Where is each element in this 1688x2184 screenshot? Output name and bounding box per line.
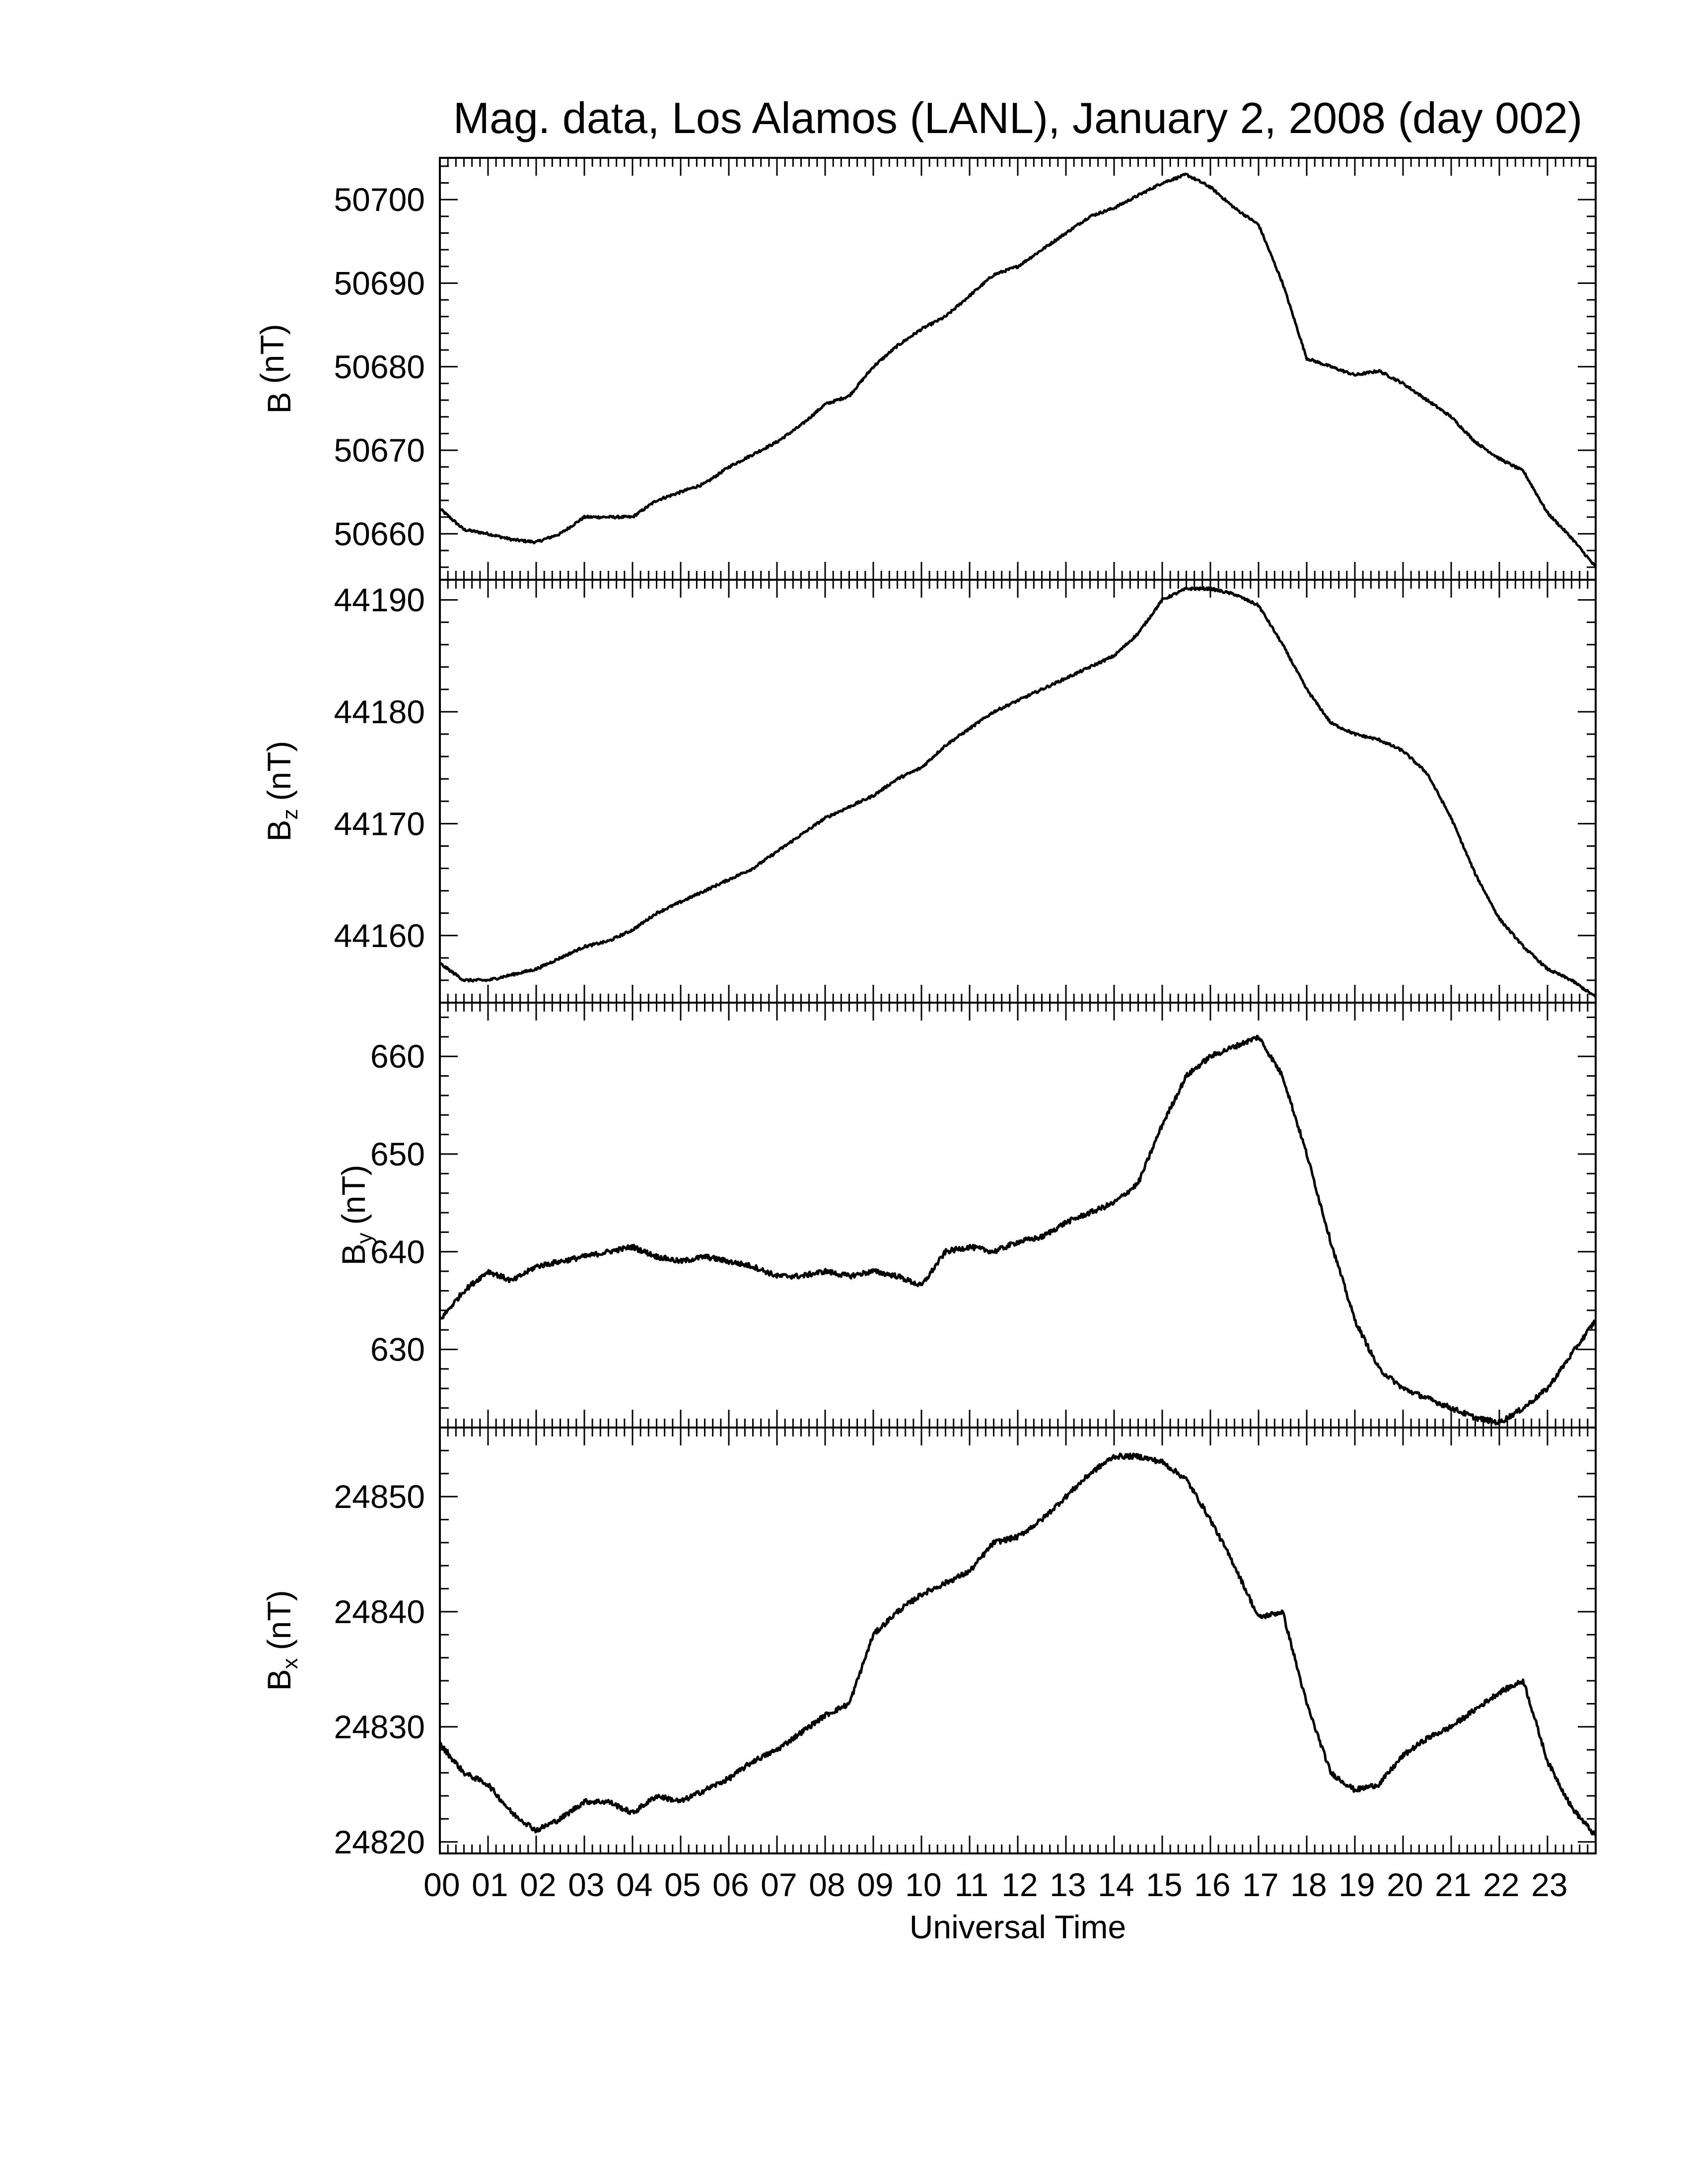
y-axis-label: Bx (nT): [261, 1590, 302, 1691]
panel-ticks: [439, 1003, 1597, 1429]
y-tick-label: 44190: [334, 582, 425, 618]
y-tick-label: 44170: [334, 805, 425, 842]
x-tick-label: 23: [1531, 1866, 1567, 1903]
y-axis-label: B (nT): [254, 324, 297, 413]
y-tick-label: 50670: [334, 432, 425, 469]
y-axis-label-subscript: x: [278, 1658, 302, 1669]
y-tick-label: 24820: [334, 1824, 425, 1860]
y-tick-label: 650: [370, 1136, 425, 1172]
y-tick-label: 24830: [334, 1708, 425, 1745]
y-axis-label-symbol: B: [261, 819, 297, 841]
y-tick-label: 50700: [334, 181, 425, 218]
y-axis-label-symbol: B: [261, 1669, 297, 1691]
x-tick-label: 11: [955, 1866, 989, 1903]
y-tick-labels: 24820 24830 24840 24850: [334, 1478, 425, 1860]
y-axis-label-subscript: y: [352, 1232, 377, 1243]
x-tick-label: 20: [1387, 1866, 1423, 1903]
plot-frame: [439, 1427, 1597, 1854]
y-tick-label: 50690: [334, 265, 425, 301]
panel-ticks: [439, 580, 1597, 1004]
y-tick-labels: 630 640 650 660: [370, 1038, 425, 1367]
y-tick-label: 44160: [334, 917, 425, 954]
y-axis-label-unit: (nT): [335, 1164, 372, 1225]
y-tick-labels: 44160 44170 44180 44190: [334, 582, 425, 954]
y-axis-label-unit: (nT): [261, 1590, 297, 1650]
y-tick-label: 44180: [334, 693, 425, 730]
x-tick-label: 16: [1194, 1866, 1230, 1903]
x-tick-label: 00: [423, 1866, 460, 1903]
y-axis-label: By (nT): [335, 1164, 377, 1265]
panel-bx: 24820 24830 24840 24850 Bx (nT): [261, 1427, 1597, 1860]
series-line: [438, 1452, 1597, 1837]
y-axis-label-unit: (nT): [254, 324, 290, 384]
x-tick-label: 01: [472, 1866, 508, 1903]
x-tick-label: 13: [1050, 1866, 1086, 1903]
series-line: [438, 1034, 1597, 1426]
x-tick-label: 17: [1242, 1866, 1278, 1903]
x-tick-label: 06: [712, 1866, 749, 1903]
y-tick-label: 660: [370, 1038, 425, 1075]
x-tick-label: 03: [568, 1866, 604, 1903]
y-tick-label: 50660: [334, 515, 425, 552]
x-tick-label: 05: [664, 1866, 701, 1903]
x-tick-label: 22: [1483, 1866, 1519, 1903]
x-tick-label: 18: [1290, 1866, 1327, 1903]
y-axis-label-subscript: z: [278, 809, 302, 819]
series-line: [439, 586, 1597, 998]
y-tick-labels: 50660 50670 50680 50690 50700: [334, 181, 425, 552]
x-tick-label: 10: [905, 1866, 941, 1903]
x-tick-label: 19: [1338, 1866, 1375, 1903]
panel-ticks: [439, 158, 1597, 580]
chart-title: Mag. data, Los Alamos (LANL), January 2,…: [453, 93, 1583, 142]
series-line: [438, 172, 1597, 567]
panel-b-total: 50660 50670 50680 50690 50700 B (nT): [254, 157, 1597, 581]
x-tick-label: 02: [520, 1866, 556, 1903]
y-axis-label-symbol: B: [335, 1243, 372, 1265]
y-axis-label-unit: (nT): [261, 741, 297, 801]
y-axis-label-symbol: B: [261, 392, 297, 413]
x-tick-label: 08: [809, 1866, 845, 1903]
panel-bz: 44160 44170 44180 44190 Bz (nT): [261, 579, 1597, 1004]
y-tick-label: 24840: [334, 1593, 425, 1630]
y-tick-label: 630: [370, 1331, 425, 1368]
y-axis-label: Bz (nT): [261, 741, 302, 841]
x-tick-label: 15: [1146, 1866, 1182, 1903]
x-tick-label: 09: [857, 1866, 893, 1903]
x-tick-label: 21: [1435, 1866, 1471, 1903]
x-tick-label: 07: [761, 1866, 797, 1903]
y-tick-label: 24850: [334, 1478, 425, 1515]
x-tick-labels: 00 01 02 03 04 05 06 07 08 09 10 11 12 13 14 15 16 17 18 19…: [423, 1866, 1567, 1903]
x-tick-label: 04: [616, 1866, 652, 1903]
panel-ticks: [439, 1427, 1597, 1853]
x-tick-label: 14: [1098, 1866, 1134, 1903]
y-tick-label: 50680: [334, 348, 425, 385]
x-tick-label: 12: [1001, 1866, 1038, 1903]
x-axis-label: Universal Time: [910, 1909, 1126, 1945]
y-tick-label: 640: [370, 1233, 425, 1270]
